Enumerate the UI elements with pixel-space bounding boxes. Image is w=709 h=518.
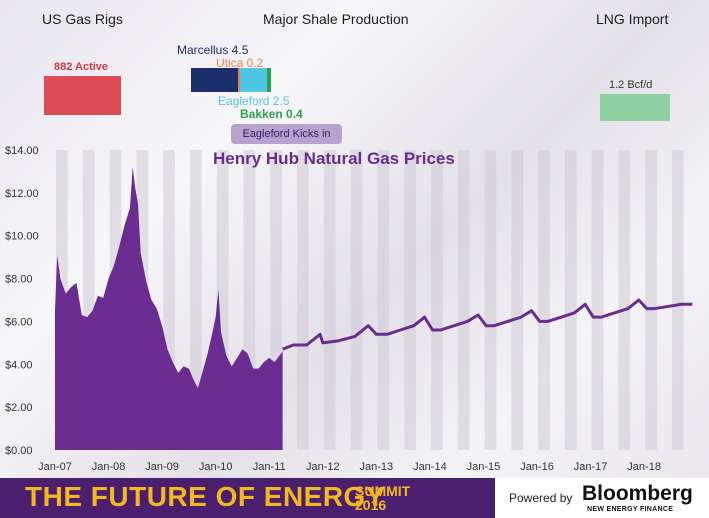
grid-band <box>618 150 631 450</box>
x-tick-label: Jan-11 <box>253 461 286 473</box>
chart-title: Henry Hub Natural Gas Prices <box>213 149 455 168</box>
rigs-count-label: 882 Active <box>54 61 109 73</box>
grid-band <box>591 150 604 450</box>
grid-band <box>538 150 550 450</box>
grid-band <box>404 150 416 450</box>
utica-segment <box>238 68 241 92</box>
bloomberg-logo-subtitle: NEW ENERGY FINANCE <box>587 506 674 513</box>
grid-band <box>511 150 524 450</box>
x-tick-label: Jan-16 <box>520 461 554 473</box>
footer-banner: THE FUTURE OF ENERGY SUMMIT 2016 Powered… <box>0 478 709 518</box>
bakken-segment <box>266 68 271 92</box>
summit-word: SUMMIT <box>355 483 411 499</box>
grid-band <box>163 150 175 450</box>
shale-stacked-bar <box>191 68 271 92</box>
grid-band <box>297 150 309 450</box>
lng-bar <box>600 94 670 121</box>
powered-by-label: Powered by <box>509 491 573 505</box>
lng-heading: LNG Import <box>596 11 669 27</box>
x-tick-label: Jan-10 <box>199 461 233 473</box>
x-tick-label: Jan-13 <box>360 461 394 473</box>
grid-band <box>216 150 229 450</box>
eagleford-kicks-in-callout: Eagleford Kicks in <box>231 124 342 144</box>
grid-band <box>82 150 95 450</box>
x-tick-label: Jan-14 <box>413 461 447 473</box>
bloomberg-logo: Bloomberg <box>582 482 693 505</box>
grid-band <box>430 150 443 450</box>
grid-band <box>323 150 336 450</box>
eagleford-segment <box>240 68 267 92</box>
y-tick-label: $2.00 <box>5 402 33 414</box>
grid-band <box>243 150 256 450</box>
futures-price-line <box>282 298 693 351</box>
y-tick-label: $10.00 <box>5 231 39 243</box>
lng-value-label: 1.2 Bcf/d <box>609 79 653 91</box>
eagleford-label: Eagleford 2.5 <box>218 94 290 108</box>
grid-band <box>270 150 283 450</box>
henry-hub-price-chart: $0.00 $2.00 $4.00 $6.00 $8.00 $10.00 $12.00 $14… <box>5 145 693 473</box>
grid-band <box>457 150 470 450</box>
grid-band <box>671 150 684 450</box>
x-tick-label: Jan-07 <box>38 461 72 473</box>
y-tick-label: $4.00 <box>5 359 33 371</box>
summit-title: THE FUTURE OF ENERGY <box>25 481 386 512</box>
x-tick-label: Jan-17 <box>574 461 608 473</box>
x-tick-label: Jan-08 <box>92 461 126 473</box>
utica-label: Utica 0.2 <box>216 56 264 70</box>
grid-band <box>377 150 390 450</box>
y-tick-label: $0.00 <box>5 445 33 457</box>
grid-band <box>484 150 497 450</box>
shale-heading: Major Shale Production <box>263 11 409 27</box>
marcellus-segment <box>191 68 239 92</box>
grid-band <box>189 150 202 450</box>
historical-price-area <box>55 167 283 450</box>
y-tick-label: $8.00 <box>5 274 33 286</box>
y-tick-label: $12.00 <box>5 188 39 200</box>
summit-subtitle: SUMMIT 2016 <box>355 484 410 512</box>
marcellus-label: Marcellus 4.5 <box>177 43 249 57</box>
x-tick-label: Jan-12 <box>306 461 340 473</box>
grid-band <box>564 150 577 450</box>
x-tick-label: Jan-18 <box>627 461 661 473</box>
rigs-heading: US Gas Rigs <box>42 11 123 27</box>
sponsor-panel: Powered by Bloomberg NEW ENERGY FINANCE <box>495 478 709 518</box>
y-tick-label: $14.00 <box>5 145 39 157</box>
grid-band <box>645 150 657 450</box>
y-tick-label: $6.00 <box>5 316 33 328</box>
summit-year: 2016 <box>355 497 387 513</box>
rigs-bar <box>44 76 121 115</box>
x-tick-label: Jan-09 <box>145 461 179 473</box>
grid-band <box>350 150 363 450</box>
bakken-label: Bakken 0.4 <box>240 107 303 121</box>
x-tick-label: Jan-15 <box>467 461 501 473</box>
